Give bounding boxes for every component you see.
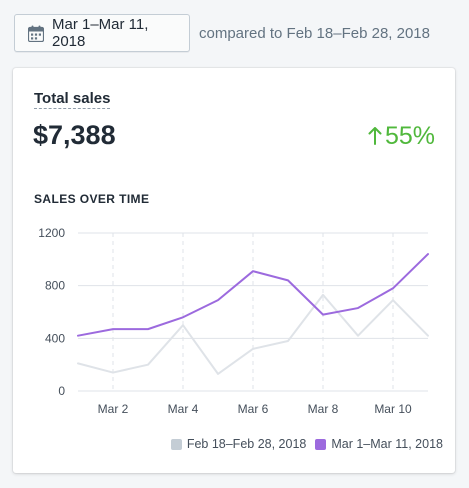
- chart-legend: Feb 18–Feb 28, 2018 Mar 1–Mar 11, 2018: [162, 437, 443, 451]
- comparison-text: compared to Feb 18–Feb 28, 2018: [199, 24, 430, 42]
- sales-change-indicator: 55%: [368, 120, 435, 152]
- sales-over-time-chart: 0 400 800 1200 Mar 2 Mar 4 Mar 6 Mar 8 Mar 10: [38, 226, 429, 416]
- legend-item-previous[interactable]: Feb 18–Feb 28, 2018: [170, 437, 307, 451]
- date-range-button[interactable]: Mar 1–Mar 11, 2018: [14, 14, 190, 52]
- y-tick-label: 1200: [38, 226, 65, 240]
- card-title[interactable]: Total sales: [34, 90, 111, 109]
- date-range-label: Mar 1–Mar 11, 2018: [52, 16, 149, 50]
- chart-heading: SALES OVER TIME: [34, 192, 150, 206]
- legend-label-current: Mar 1–Mar 11, 2018: [331, 437, 443, 451]
- date-range-bar: Mar 1–Mar 11, 2018 compared to Feb 18–Fe…: [14, 14, 454, 52]
- legend-item-current[interactable]: Mar 1–Mar 11, 2018: [315, 437, 443, 451]
- y-tick-label: 400: [45, 331, 65, 345]
- sales-change-value: 55%: [384, 122, 435, 150]
- arrow-up-icon: [368, 127, 382, 145]
- legend-swatch-current: [315, 438, 327, 450]
- x-tick-label: Mar 8: [308, 402, 339, 416]
- x-tick-label: Mar 4: [168, 402, 199, 416]
- legend-swatch-previous: [170, 438, 182, 450]
- total-sales-value: $7,388: [33, 120, 116, 150]
- total-sales-card: 0 400 800 1200 Mar 2 Mar 4 Mar 6 Mar 8 Mar 10 To…: [13, 68, 455, 473]
- legend-label-previous: Feb 18–Feb 28, 2018: [186, 437, 307, 451]
- calendar-icon: [28, 25, 44, 42]
- series-line-current: [77, 253, 429, 337]
- y-tick-label: 800: [45, 279, 65, 293]
- y-tick-label: 0: [58, 384, 65, 398]
- x-tick-label: Mar 2: [98, 402, 129, 416]
- series-line-previous: [77, 293, 429, 375]
- x-tick-label: Mar 10: [374, 402, 412, 416]
- x-tick-label: Mar 6: [238, 402, 269, 416]
